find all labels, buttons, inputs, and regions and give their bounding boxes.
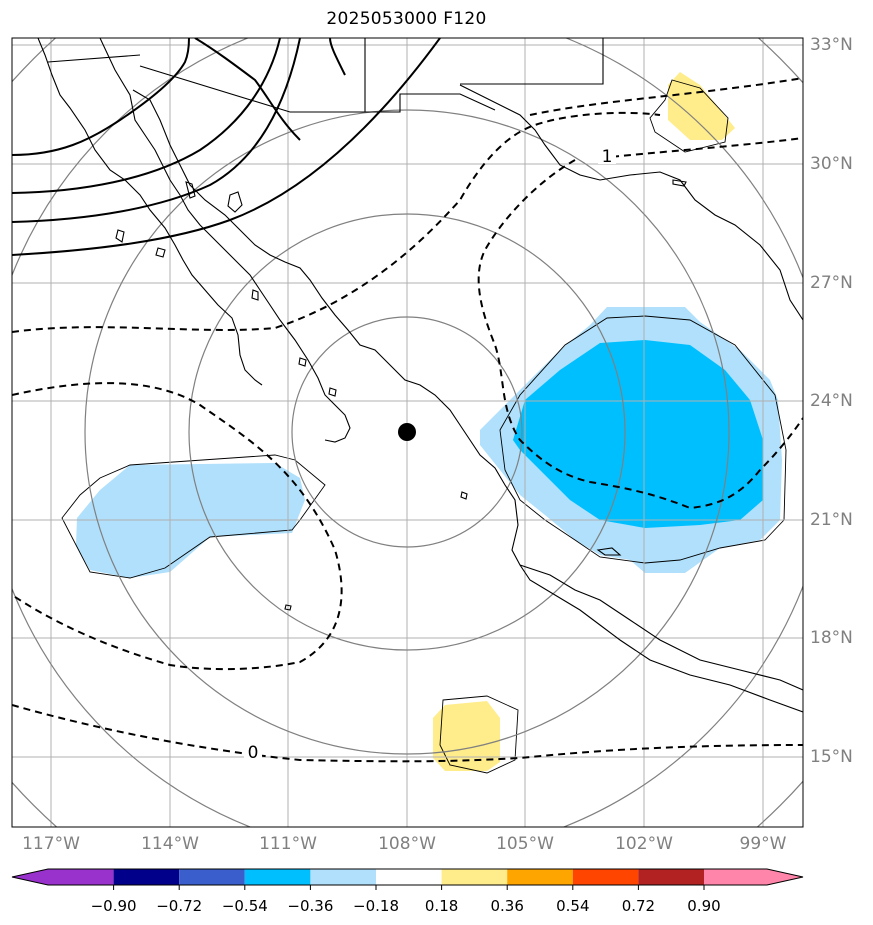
colorbar-swatch-6 [376,869,442,885]
dashed-contour-5 [12,704,803,763]
island-9 [284,604,292,611]
colorbar-label-5: −0.18 [353,897,399,915]
dashed-contours [12,77,803,763]
coastline-gulf-east [132,89,803,713]
dashed-contour-4 [12,382,343,671]
island-8 [460,491,468,500]
range-ring-3 [84,109,730,755]
dashed-contour-2 [12,111,661,333]
lon-label-99w: 99°W [739,834,787,854]
lat-label-33n: 33°N [810,35,853,55]
contour-label-1: 1 [602,147,613,167]
map-title: 2025053000 F120 [326,9,487,29]
lat-label-30n: 30°N [810,154,853,174]
dashed-contour-6 [477,159,803,510]
colorbar-label-8: 0.54 [556,897,590,915]
colorbar-swatch-9 [572,869,639,885]
colorbar [11,868,804,890]
shade-yellow-south [433,701,500,771]
island-3 [115,229,125,243]
thin-contour-yellow-north [649,79,729,153]
lat-label-24n: 24°N [810,391,853,411]
colorbar-swatch-11 [704,869,767,885]
solid-contour-1 [12,38,190,156]
solid-contour-5 [194,38,301,141]
lon-label-108w: 108°W [378,834,436,854]
lon-label-117w: 117°W [22,834,80,854]
thin-contour-yellow-south [439,695,519,774]
lon-label-114w: 114°W [141,834,199,854]
colorbar-swatch-7 [441,869,508,885]
colorbar-label-6: 0.18 [424,897,459,915]
range-ring-1 [291,316,523,548]
colorbar-label-9: 0.72 [621,897,656,915]
shade-deep-blue-east [513,340,763,528]
dashed-contour-1 [529,77,803,116]
colorbar-under-triangle [12,869,48,885]
island-1 [227,191,243,213]
lat-label-27n: 27°N [810,273,853,293]
colorbar-label-7: 0.36 [490,897,524,915]
colorbar-label-10: 0.90 [687,897,721,915]
colorbar-label-3: −0.54 [221,897,268,915]
solid-contour-6 [329,38,346,76]
coastlines [12,38,803,713]
colorbar-label-2: −0.72 [156,897,203,915]
lat-label-15n: 15°N [810,747,853,767]
island-2 [185,181,196,199]
thin-contour-west [61,454,326,579]
colorbar-swatch-1 [48,869,114,885]
colorbar-swatch-5 [310,869,376,885]
solid-contour-4 [12,38,441,256]
thin-contour-east [499,315,787,564]
island-4 [155,247,166,258]
lon-label-111w: 111°W [259,834,317,854]
thin-contours [61,79,787,774]
lat-label-18n: 18°N [810,628,853,648]
solid-contour-3 [12,38,301,223]
island-5 [251,289,259,301]
contour-label-0: 0 [248,743,259,763]
colorbar-swatch-3 [179,869,245,885]
coastline-baja-west [99,38,351,443]
lon-label-105w: 105°W [496,834,554,854]
colorbar-outline [11,868,804,886]
colorbar-swatch-8 [507,869,573,885]
coastline-gulf-of-mexico [459,84,803,321]
shade-yellow-north [668,72,735,140]
lat-label-21n: 21°N [810,510,853,530]
lon-label-102w: 102°W [615,834,673,854]
colorbar-over-triangle [767,869,803,885]
island-7 [328,387,337,397]
border-us-mexico [12,38,604,113]
colorbar-swatch-2 [113,869,180,885]
colorbar-swatch-10 [638,869,704,885]
range-ring-2 [188,213,626,651]
island-6 [298,357,307,367]
coastline-us-pacific [37,38,263,386]
colorbar-label-1: −0.90 [90,897,137,915]
island-10 [672,179,687,187]
map-frame [11,37,804,828]
dashed-contour-3 [599,137,803,159]
solid-contours [12,38,441,256]
graticule [12,38,803,827]
storm-center-marker [398,423,416,441]
coastline-south-1 [519,564,803,691]
coastline-gulf-lower [596,547,622,556]
colorbar-swatch-4 [244,869,311,885]
colorbar-label-4: −0.36 [287,897,334,915]
solid-contour-2 [12,38,281,194]
